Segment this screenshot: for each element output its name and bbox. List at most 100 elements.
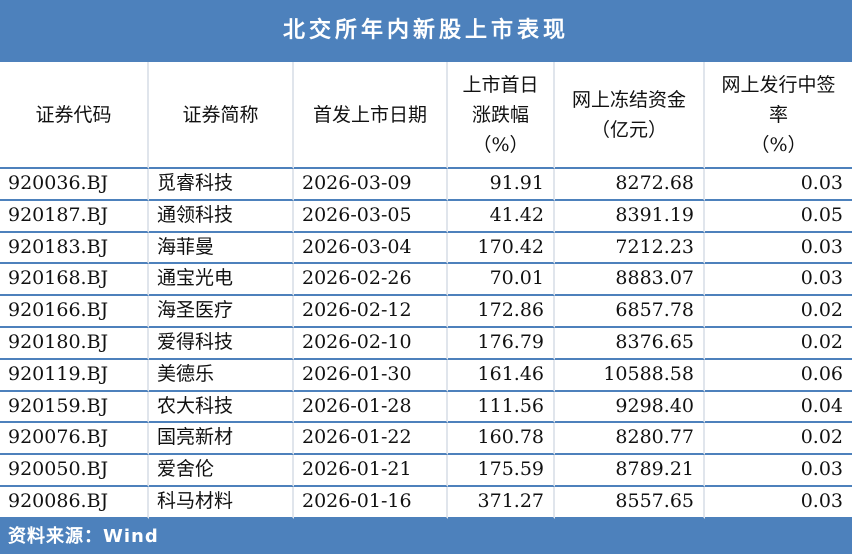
table-cell: 920050.BJ [0, 455, 149, 487]
table-cell: 0.03 [705, 169, 852, 201]
table-cell: 0.03 [705, 264, 852, 297]
table-cell: 2026-01-28 [294, 391, 448, 424]
table-cell: 2026-01-22 [294, 423, 448, 456]
table-cell: 0.02 [705, 423, 852, 456]
table-cell: 0.02 [705, 327, 852, 360]
table-cell: 爱舍伦 [149, 455, 294, 487]
table-row: 920187.BJ 通领科技 2026-03-05 41.42 8391.19 0.05 [0, 200, 852, 233]
header-row: 证券代码 证券简称 首发上市日期 上市首日涨跌幅 （%） 网上冻结资金 （亿元） 网上发行中签… [0, 62, 852, 169]
table-cell: 8883.07 [555, 264, 705, 297]
table-cell: 海菲曼 [149, 232, 294, 265]
header-cell-line: 首发上市日期 [312, 103, 427, 126]
table-cell: 0.03 [705, 455, 852, 487]
table-row: 920119.BJ 美德乐 2026-01-30 161.46 10588.58 0.06 [0, 359, 852, 392]
table-cell: 2026-03-04 [294, 232, 448, 265]
table-cell: 8272.68 [555, 169, 705, 201]
table-cell: 920086.BJ [0, 486, 149, 519]
table-cell: 0.05 [705, 200, 852, 233]
table-cell: 2026-02-12 [294, 296, 448, 328]
table-row: 920086.BJ 科马材料 2026-01-16 371.27 8557.65 0.03 [0, 486, 852, 519]
table-cell: 920036.BJ [0, 169, 149, 201]
table-row: 920168.BJ 通宝光电 2026-02-26 70.01 8883.07 0.03 [0, 264, 852, 297]
table-cell: 6857.78 [555, 296, 705, 328]
table-cell: 161.46 [448, 359, 555, 392]
table-cell: 科马材料 [149, 486, 294, 519]
table-cell: 172.86 [448, 296, 555, 328]
header-cell-line: 率 [768, 103, 788, 126]
table-cell: 爱得科技 [149, 327, 294, 360]
table-cell: 920119.BJ [0, 359, 149, 392]
table-cell: 2026-02-26 [294, 264, 448, 297]
table-cell: 920180.BJ [0, 327, 149, 360]
table-row: 920076.BJ 国亮新材 2026-01-22 160.78 8280.77 0.02 [0, 423, 852, 456]
table-cell: 371.27 [448, 486, 555, 519]
table-cell: 41.42 [448, 200, 555, 233]
table-cell: 920076.BJ [0, 423, 149, 456]
table-cell: 0.03 [705, 486, 852, 519]
table-cell: 2026-03-09 [294, 169, 448, 201]
header-cell-line: 涨跌幅 [471, 103, 529, 126]
header-cell-line: 网上发行中签 [721, 73, 836, 96]
table-row: 920166.BJ 海圣医疗 2026-02-12 172.86 6857.78 0.02 [0, 296, 852, 328]
header-cell-line: 证券简称 [182, 103, 259, 126]
table-cell: 920166.BJ [0, 296, 149, 328]
table-cell: 8391.19 [555, 200, 705, 233]
table-cell: 70.01 [448, 264, 555, 297]
header-cell: 上市首日涨跌幅 （%） [448, 62, 555, 169]
table-cell: 91.91 [448, 169, 555, 201]
table-cell: 通宝光电 [149, 264, 294, 297]
table-cell: 160.78 [448, 423, 555, 456]
table-cell: 2026-01-21 [294, 455, 448, 487]
table-cell: 8376.65 [555, 327, 705, 360]
table-cell: 176.79 [448, 327, 555, 360]
table-cell: 7212.23 [555, 232, 705, 265]
table-cell: 2026-01-16 [294, 486, 448, 519]
table-cell: 0.02 [705, 296, 852, 328]
header-cell: 证券代码 [0, 62, 149, 169]
header-cell-line: （%） [750, 133, 807, 156]
table-cell: 农大科技 [149, 391, 294, 424]
header-cell: 证券简称 [149, 62, 294, 169]
table-cell: 觅睿科技 [149, 169, 294, 201]
source-note: 资料来源：Wind [0, 518, 852, 554]
table-row: 920180.BJ 爱得科技 2026-02-10 176.79 8376.65 0.02 [0, 327, 852, 360]
table-cell: 8557.65 [555, 486, 705, 519]
table-cell: 国亮新材 [149, 423, 294, 456]
header-cell-line: 证券代码 [35, 103, 112, 126]
table-cell: 920159.BJ [0, 391, 149, 424]
table-body: 920036.BJ 觅睿科技 2026-03-09 91.91 8272.68 0.03 9… [0, 169, 852, 519]
table-cell: 920183.BJ [0, 232, 149, 265]
table-cell: 通领科技 [149, 200, 294, 233]
table-cell: 0.04 [705, 391, 852, 424]
figure-title: 北交所年内新股上市表现 [0, 0, 852, 62]
table-cell: 2026-02-10 [294, 327, 448, 360]
table-cell: 111.56 [448, 391, 555, 424]
header-cell-line: 网上冻结资金 [571, 88, 686, 111]
table-cell: 2026-03-05 [294, 200, 448, 233]
table-cell: 8280.77 [555, 423, 705, 456]
header-cell-line: 上市首日 [462, 73, 539, 96]
table-cell: 175.59 [448, 455, 555, 487]
table-row: 920159.BJ 农大科技 2026-01-28 111.56 9298.40 0.04 [0, 391, 852, 424]
table-cell: 920168.BJ [0, 264, 149, 297]
table-cell: 9298.40 [555, 391, 705, 424]
header-cell-line: （亿元） [590, 118, 667, 141]
table-cell: 0.03 [705, 232, 852, 265]
table-row: 920050.BJ 爱舍伦 2026-01-21 175.59 8789.21 0.03 [0, 455, 852, 487]
table-row: 920183.BJ 海菲曼 2026-03-04 170.42 7212.23 0.03 [0, 232, 852, 265]
header-cell-line: （%） [472, 133, 529, 156]
table-cell: 170.42 [448, 232, 555, 265]
table-cell: 920187.BJ [0, 200, 149, 233]
table-cell: 8789.21 [555, 455, 705, 487]
table-cell: 10588.58 [555, 359, 705, 392]
header-cell: 网上发行中签率 （%） [705, 62, 852, 169]
table-cell: 美德乐 [149, 359, 294, 392]
header-cell: 首发上市日期 [294, 62, 448, 169]
table-cell: 0.06 [705, 359, 852, 392]
table-row: 920036.BJ 觅睿科技 2026-03-09 91.91 8272.68 0.03 [0, 169, 852, 201]
ipo-table: 证券代码 证券简称 首发上市日期 上市首日涨跌幅 （%） 网上冻结资金 （亿元） 网上发行中签… [0, 62, 852, 519]
table-cell: 2026-01-30 [294, 359, 448, 392]
header-cell: 网上冻结资金 （亿元） [555, 62, 705, 169]
table-cell: 海圣医疗 [149, 296, 294, 328]
